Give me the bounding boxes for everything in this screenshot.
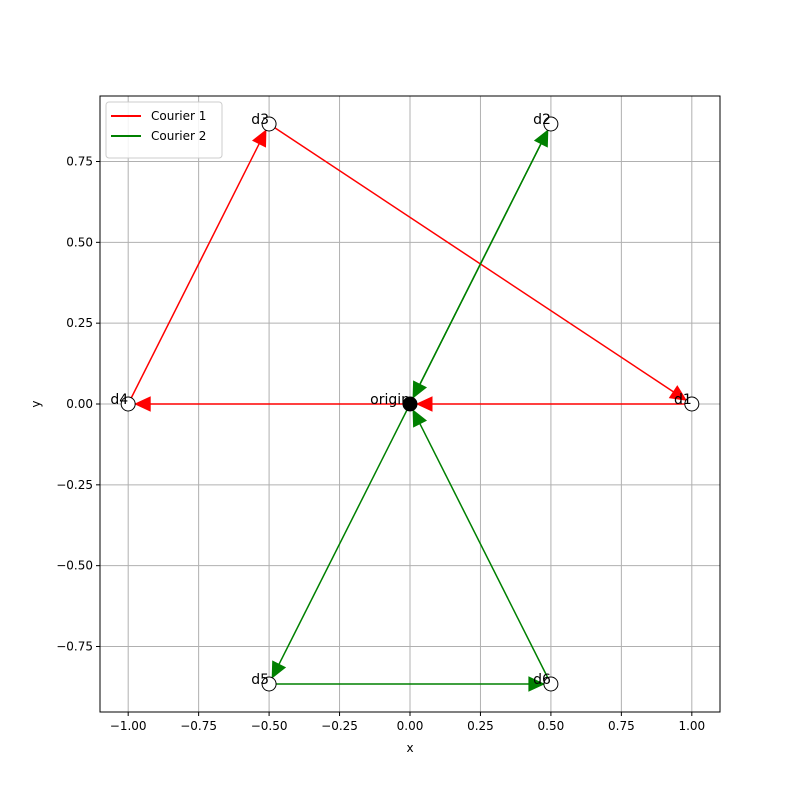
route-arrowhead-2 (412, 380, 428, 399)
y-tick-label: 0.00 (66, 397, 93, 411)
route-segment-2-d6-origin (419, 423, 552, 685)
ticks: −1.00 −0.75 −0.50 −0.25 0.00 0.25 0.50 0.75 1.00… (56, 155, 705, 733)
x-tick-label: −0.25 (321, 719, 358, 733)
route-arrowhead-2 (271, 660, 287, 679)
routes (127, 123, 692, 692)
x-axis-label: x (406, 741, 413, 755)
node-label-d5: d5 (251, 672, 269, 688)
node-label-d3: d3 (251, 112, 269, 128)
y-tick-label: 0.25 (66, 316, 93, 330)
route-arrowhead-2 (412, 409, 428, 428)
node-marker-d5 (261, 676, 277, 692)
node-label-d1: d1 (674, 392, 692, 408)
legend: Courier 1 Courier 2 (105, 101, 223, 159)
route-segment-2-d2-origin (419, 123, 552, 385)
y-tick-label: −0.25 (56, 478, 93, 492)
node-marker-d2 (543, 116, 559, 132)
y-tick-label: −0.50 (56, 559, 93, 573)
x-tick-label: 1.00 (678, 719, 705, 733)
y-tick-label: −0.75 (56, 639, 93, 653)
route-segment-2-origin-d5 (278, 403, 411, 665)
x-tick-label: 0.00 (397, 719, 424, 733)
node-marker-d3 (261, 116, 277, 132)
route-arrowhead-1 (251, 129, 267, 148)
y-axis-label: y (29, 400, 43, 407)
node-marker-d1 (684, 396, 700, 412)
legend-label: Courier 1 (151, 109, 206, 123)
grid (100, 96, 720, 712)
node-marker-d4 (120, 396, 136, 412)
route-arrowhead-2 (528, 676, 546, 692)
route-arrowhead-1 (134, 396, 151, 412)
node-label-d4: d4 (110, 392, 128, 408)
route-segment-1-d4-d3 (127, 143, 260, 405)
node-marker-origin (402, 396, 418, 412)
node-label-origin: origin (370, 392, 410, 408)
node-label-d6: d6 (533, 672, 551, 688)
node-marker-d6 (543, 676, 559, 692)
x-tick-label: −1.00 (110, 719, 147, 733)
route-segment-1-d3-d1 (268, 123, 674, 393)
x-tick-label: 0.25 (467, 719, 494, 733)
x-tick-label: −0.75 (180, 719, 217, 733)
x-tick-label: 0.50 (538, 719, 565, 733)
nodes: origin d1 d2 d3 d4 d5 d6 (110, 112, 700, 692)
y-tick-label: 0.75 (66, 155, 93, 169)
node-label-d2: d2 (533, 112, 551, 128)
x-tick-label: 0.75 (608, 719, 635, 733)
route-arrowhead-1 (668, 385, 687, 401)
y-tick-label: 0.50 (66, 235, 93, 249)
x-tick-label: −0.50 (251, 719, 288, 733)
legend-label: Courier 2 (151, 129, 206, 143)
route-arrowhead-1 (415, 396, 433, 412)
